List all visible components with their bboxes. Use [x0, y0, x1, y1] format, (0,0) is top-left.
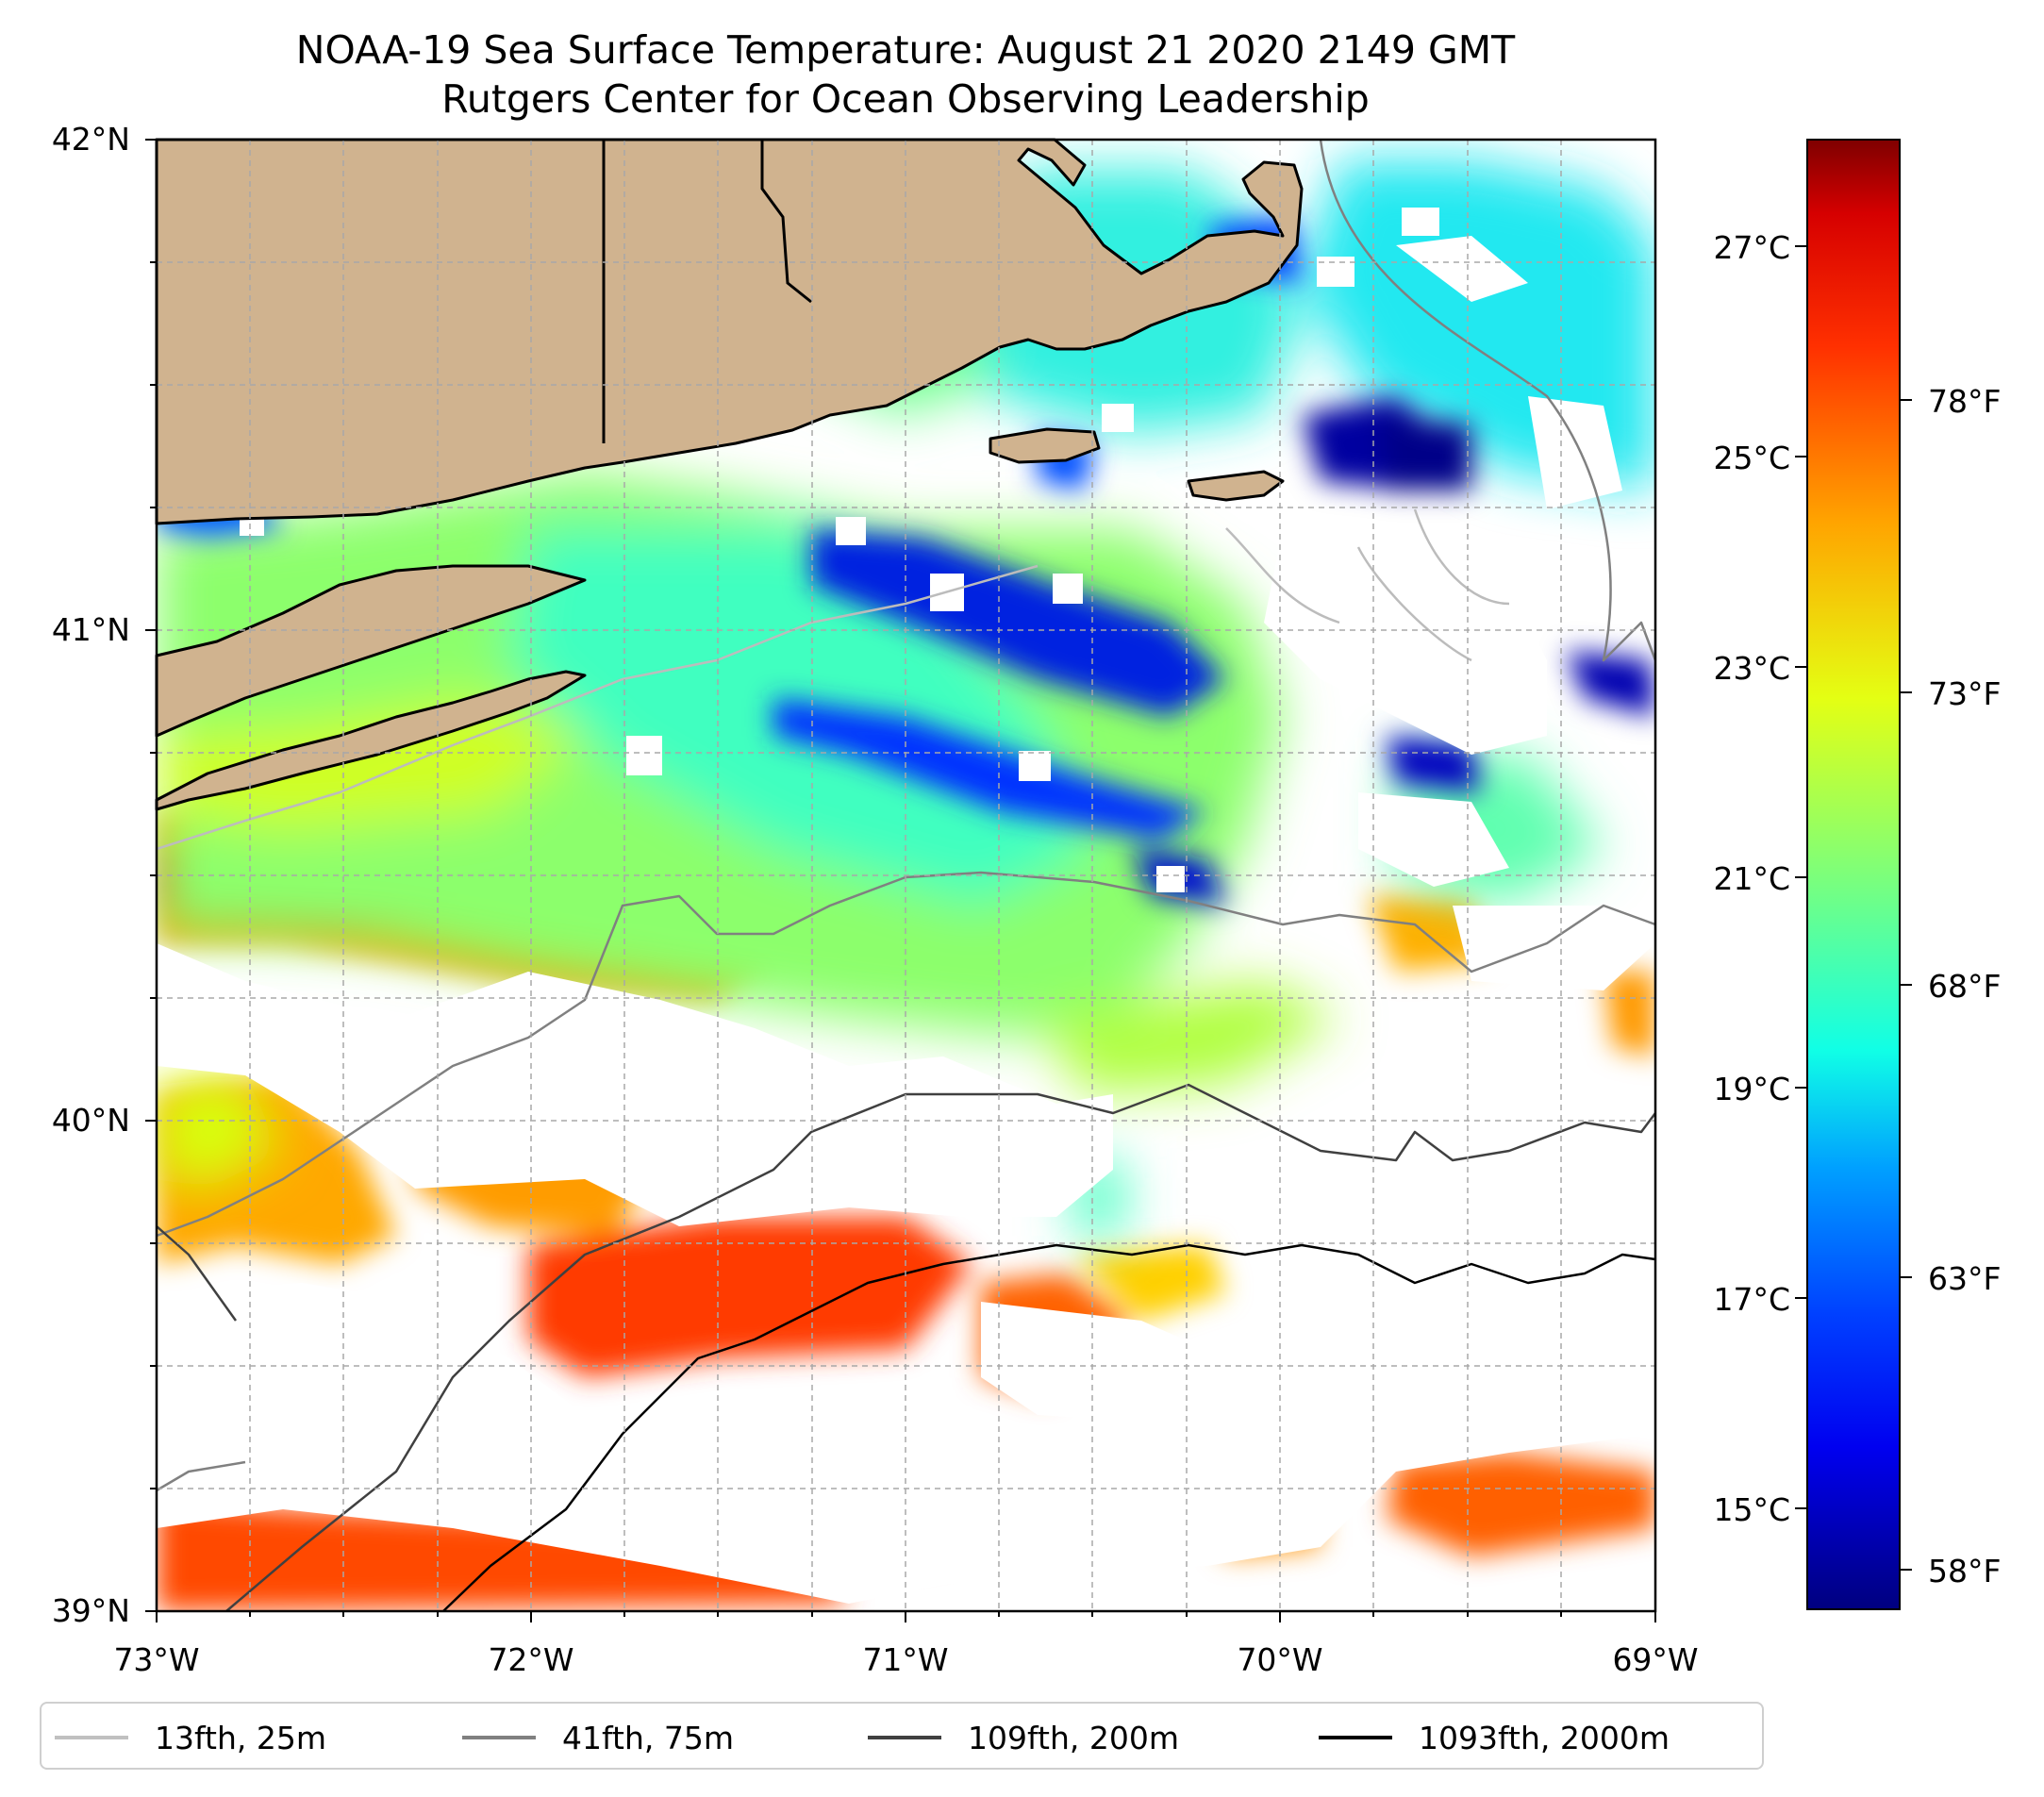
lat-label-39: 39°N [51, 1592, 130, 1629]
legend-swatch [462, 1736, 536, 1739]
f-tick [1901, 1276, 1912, 1278]
c-tick [1795, 456, 1806, 458]
state-boundaries [602, 140, 812, 443]
celsius-label-23: 23°C [1713, 650, 1790, 687]
fahrenheit-label-73: 73°F [1928, 675, 2002, 712]
depth-legend: 13fth, 25m 41fth, 75m 109fth, 200m 1093f… [40, 1702, 1764, 1770]
f-tick [1901, 984, 1912, 986]
map-subtitle: Rutgers Center for Ocean Observing Leade… [441, 76, 1370, 122]
gridlines [157, 140, 1655, 1611]
depth-contours [156, 139, 1657, 1612]
f-tick [1901, 1569, 1912, 1571]
celsius-label-25: 25°C [1713, 440, 1790, 476]
contour-2000m [442, 1243, 1656, 1612]
map-title: NOAA-19 Sea Surface Temperature: August … [295, 27, 1516, 73]
legend-swatch [1319, 1736, 1392, 1739]
f-tick [1901, 691, 1912, 693]
lon-label-73: 73°W [113, 1641, 200, 1678]
colorbar [1806, 139, 1901, 1610]
celsius-label-27: 27°C [1713, 229, 1790, 266]
land [155, 138, 1304, 811]
legend-label: 41fth, 75m [562, 1719, 734, 1756]
lon-label-72: 72°W [488, 1641, 574, 1678]
celsius-label-19: 19°C [1713, 1071, 1790, 1107]
lat-label-42: 42°N [51, 121, 130, 158]
celsius-label-17: 17°C [1713, 1281, 1790, 1318]
fahrenheit-label-68: 68°F [1928, 968, 2002, 1005]
legend-item-200m: 109fth, 200m [868, 1717, 1179, 1758]
lon-label-71: 71°W [862, 1641, 949, 1678]
legend-label: 1093fth, 2000m [1419, 1719, 1670, 1756]
contour-75m [156, 139, 1657, 1492]
legend-item-75m: 41fth, 75m [462, 1717, 734, 1758]
fahrenheit-label-63: 63°F [1928, 1260, 2002, 1297]
c-tick [1795, 876, 1806, 878]
map-frame [155, 138, 1657, 1613]
contour-25m [156, 508, 1510, 851]
lon-label-70: 70°W [1237, 1641, 1323, 1678]
fahrenheit-label-78: 78°F [1928, 383, 2002, 420]
contour-200m [156, 1083, 1656, 1612]
c-tick [1795, 1297, 1806, 1299]
legend-label: 13fth, 25m [155, 1719, 326, 1756]
c-tick [1795, 666, 1806, 668]
c-tick [1795, 245, 1806, 247]
fahrenheit-label-58: 58°F [1928, 1553, 2002, 1589]
c-tick [1795, 1087, 1806, 1089]
f-tick [1901, 399, 1912, 401]
legend-label: 109fth, 200m [968, 1719, 1179, 1756]
legend-item-2000m: 1093fth, 2000m [1319, 1717, 1670, 1758]
legend-swatch [55, 1736, 128, 1739]
legend-item-25m: 13fth, 25m [55, 1717, 326, 1758]
celsius-label-15: 15°C [1713, 1491, 1790, 1528]
celsius-label-21: 21°C [1713, 860, 1790, 897]
lon-label-69: 69°W [1612, 1641, 1699, 1678]
c-tick [1795, 1507, 1806, 1509]
legend-swatch [868, 1736, 941, 1739]
lat-label-40: 40°N [51, 1102, 130, 1139]
lat-label-41: 41°N [51, 611, 130, 648]
